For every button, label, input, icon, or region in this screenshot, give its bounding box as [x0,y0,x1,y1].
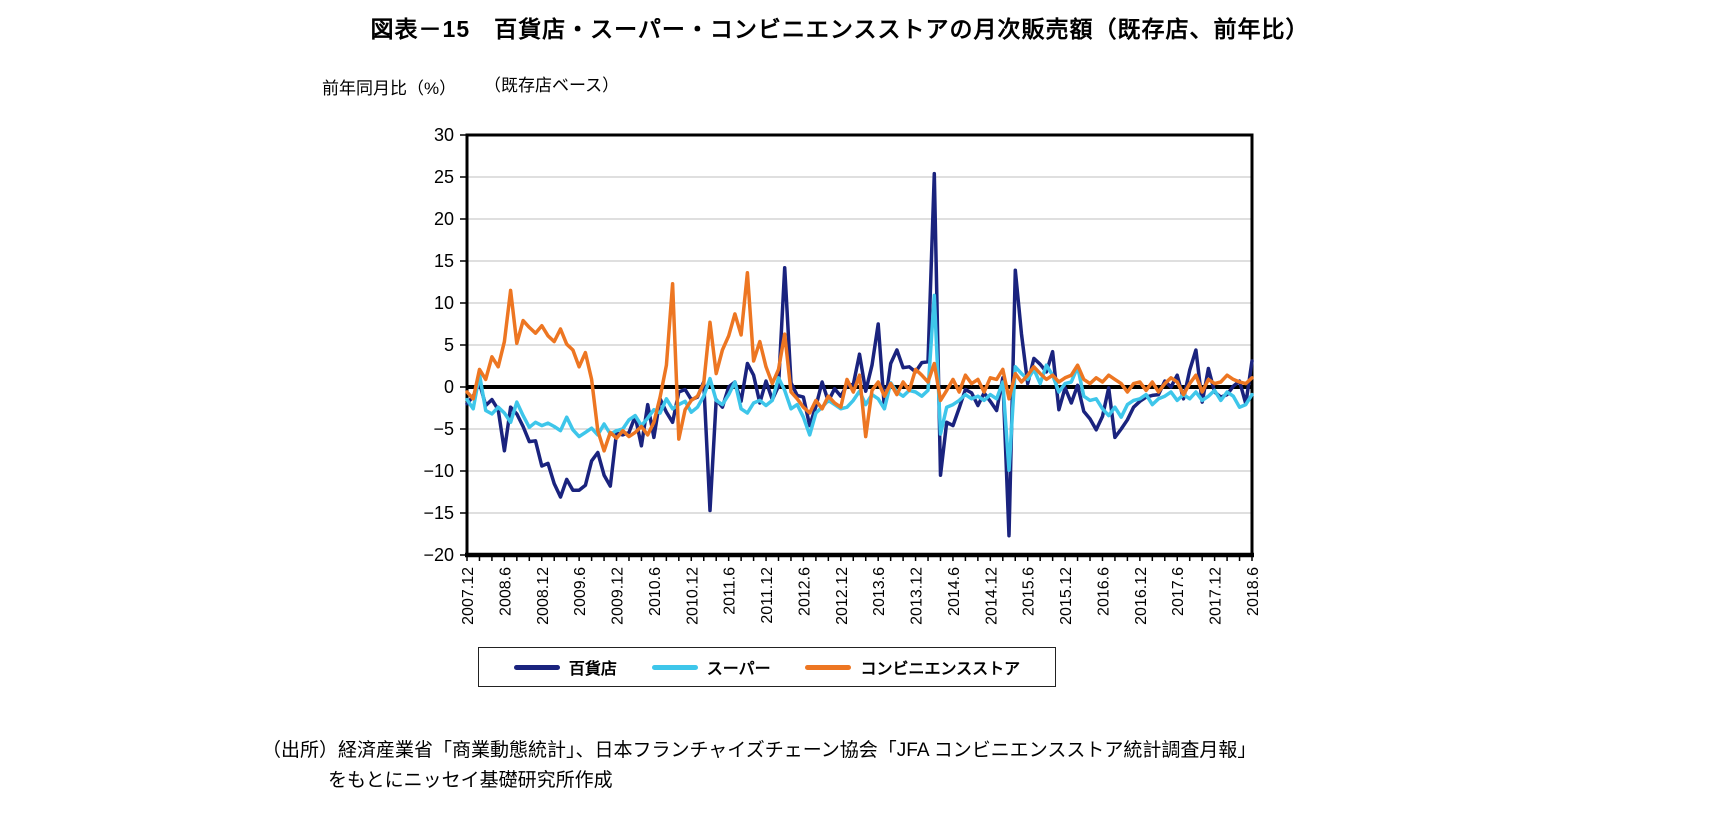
x-tick-label: 2012.6 [796,567,813,616]
source-note: （出所）経済産業省「商業動態統計」、日本フランチャイズチェーン協会「JFA コン… [262,736,1256,796]
series-line-2 [465,271,1254,453]
y-tick-label: −10 [423,461,454,481]
x-tick-label: 2009.12 [610,567,627,625]
legend-label-supermarket: スーパー [706,661,771,678]
supermarket-line-swatch [651,664,698,670]
convenience-line-swatch [805,664,852,670]
y-tick-label: 10 [434,293,454,313]
x-tick-label: 2010.6 [647,567,664,616]
x-tick-label: 2010.12 [684,567,701,625]
y-tick-label: −20 [423,545,454,565]
department-line-swatch [513,664,560,670]
y-tick-label: 0 [444,377,454,397]
x-tick-label: 2017.12 [1208,567,1225,625]
y-tick-label: 20 [434,209,454,229]
x-tick-label: 2016.12 [1133,567,1150,625]
x-tick-label: 2013.12 [909,567,926,625]
basis-note-label: （既存店ベース） [484,76,620,95]
source-line-2: をもとにニッセイ基礎研究所作成 [328,770,613,791]
source-line-1: （出所）経済産業省「商業動態統計」、日本フランチャイズチェーン協会「JFA コン… [262,740,1257,761]
x-tick-label: 2014.6 [946,567,963,616]
legend-item-supermarket: スーパー [651,655,771,679]
x-tick-label: 2015.6 [1021,567,1038,616]
x-tick-label: 2007.12 [460,567,477,625]
series-line-0 [465,171,1254,538]
x-tick-label: 2011.6 [722,567,739,615]
y-axis-unit-label: 前年同月比（%） [322,79,457,98]
x-tick-label: 2013.6 [871,567,888,616]
x-tick-label: 2018.6 [1245,567,1262,616]
legend-label-department: 百貨店 [568,661,617,678]
legend-item-convenience: コンビニエンスストア [805,655,1020,679]
y-tick-label: 5 [444,335,454,355]
x-tick-label: 2012.12 [834,567,851,625]
y-tick-label: −5 [433,419,454,439]
x-tick-label: 2016.6 [1095,567,1112,616]
x-tick-label: 2015.12 [1058,567,1075,625]
x-tick-label: 2009.6 [572,567,589,616]
y-tick-label: 30 [434,125,454,145]
x-tick-label: 2014.12 [983,567,1000,625]
x-tick-label: 2008.6 [497,567,514,616]
y-tick-label: −15 [423,503,454,523]
legend-label-convenience: コンビニエンスストア [860,661,1021,678]
x-tick-label: 2008.12 [535,567,552,625]
x-tick-label: 2017.6 [1170,567,1187,616]
y-tick-label: 15 [434,251,454,271]
x-tick-label: 2011.12 [759,567,776,624]
legend-item-department: 百貨店 [513,655,617,679]
chart-title: 図表－15 百貨店・スーパー・コンビニエンスストアの月次販売額（既存店、前年比） [370,16,1310,42]
y-tick-label: 25 [434,167,454,187]
legend: 百貨店 スーパー コンビニエンスストア [478,647,1056,687]
